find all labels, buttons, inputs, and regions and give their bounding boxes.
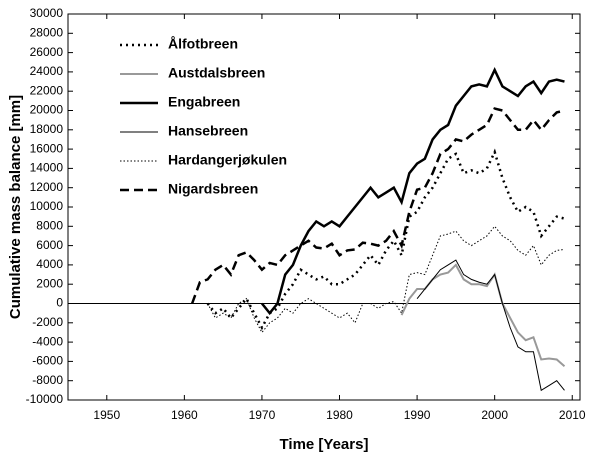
y-tick-label: -4000 [32, 334, 63, 348]
series-line [206, 148, 565, 331]
y-tick-label: 22000 [30, 83, 64, 97]
y-tick-label: 12000 [30, 180, 64, 194]
y-tick-label: 6000 [36, 238, 63, 252]
legend-label: Austdalsbreen [168, 65, 265, 81]
y-tick-label: 8000 [36, 218, 63, 232]
y-axis-label: Cumulative mass balance [mm] [7, 95, 24, 319]
y-tick-label: 0 [56, 296, 63, 310]
y-tick-label: 30000 [30, 6, 64, 20]
x-tick-label: 2010 [559, 408, 586, 422]
x-tick-label: 1970 [249, 408, 276, 422]
legend-label: Nigardsbreen [168, 181, 258, 197]
x-axis-label: Time [Years] [280, 436, 369, 453]
y-tick-label: -8000 [32, 373, 63, 387]
x-tick-label: 1950 [93, 408, 120, 422]
x-tick-label: 1990 [404, 408, 431, 422]
x-tick-label: 1960 [171, 408, 198, 422]
series-line [260, 67, 565, 316]
legend-label: Ålfotbreen [168, 36, 238, 52]
y-tick-label: 24000 [30, 64, 64, 78]
x-tick-label: 2000 [481, 408, 508, 422]
plot-frame [67, 13, 581, 401]
y-tick-label: -10000 [26, 392, 64, 406]
series-line [190, 107, 565, 304]
y-tick-label: 16000 [30, 141, 64, 155]
series-line [416, 259, 565, 392]
y-tick-label: 28000 [30, 25, 64, 39]
legend-label: Hansebreen [168, 123, 248, 139]
legend-label: Hardangerjøkulen [168, 152, 287, 168]
x-tick-label: 1980 [326, 408, 353, 422]
y-tick-label: 2000 [36, 276, 63, 290]
legend-label: Engabreen [168, 94, 240, 110]
y-tick-label: 10000 [30, 199, 64, 213]
y-tick-label: 14000 [30, 161, 64, 175]
y-tick-label: -2000 [32, 315, 63, 329]
series-line [400, 263, 566, 367]
y-tick-label: 18000 [30, 122, 64, 136]
series-line [207, 225, 565, 334]
y-tick-label: 20000 [30, 103, 64, 117]
y-tick-label: 26000 [30, 45, 64, 59]
y-tick-label: 4000 [36, 257, 63, 271]
y-tick-label: -6000 [32, 354, 63, 368]
